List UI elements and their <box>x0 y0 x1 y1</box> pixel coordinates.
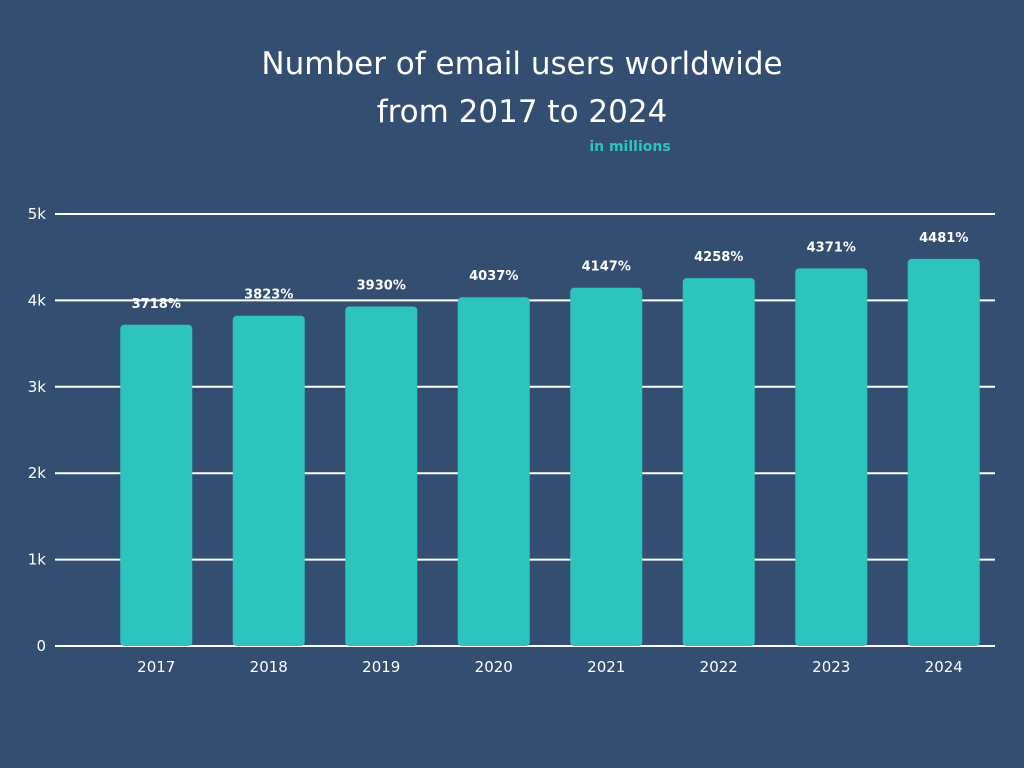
y-tick-label: 1k <box>28 551 47 569</box>
bar-2018 <box>232 315 305 646</box>
x-tick-label: 2019 <box>362 658 400 676</box>
data-label: 4037% <box>469 269 518 284</box>
data-label: 3718% <box>132 297 181 312</box>
bar-2019 <box>345 306 418 646</box>
bar-2021 <box>570 287 643 646</box>
x-tick-label: 2023 <box>812 658 850 676</box>
data-label: 4258% <box>694 250 743 265</box>
data-label: 3930% <box>357 278 406 293</box>
x-tick-label: 2024 <box>925 658 963 676</box>
chart-title: Number of email users worldwide from 201… <box>0 40 1024 136</box>
x-tick-label: 2020 <box>475 658 513 676</box>
y-tick-label: 2k <box>28 464 47 482</box>
bar-2020 <box>457 297 530 646</box>
x-tick-label: 2022 <box>700 658 738 676</box>
chart-title-line-1: Number of email users worldwide <box>261 46 783 82</box>
y-tick-label: 3k <box>28 378 47 396</box>
data-label: 4147% <box>582 260 631 275</box>
bar-2023 <box>795 268 868 646</box>
y-tick-label: 5k <box>28 205 47 223</box>
bar-2022 <box>682 278 755 646</box>
y-tick-label: 0 <box>36 637 46 655</box>
x-tick-label: 2018 <box>250 658 288 676</box>
bar-2017 <box>120 324 193 646</box>
x-tick-label: 2017 <box>137 658 175 676</box>
data-label: 4371% <box>807 240 856 255</box>
chart-subtitle: in millions <box>589 139 671 155</box>
data-label: 4481% <box>919 231 968 246</box>
chart-title-line-2: from 2017 to 2024 <box>376 94 668 130</box>
data-label: 3823% <box>244 288 293 303</box>
y-tick-label: 4k <box>28 291 47 309</box>
x-tick-label: 2021 <box>587 658 625 676</box>
bar-2024 <box>907 258 980 646</box>
